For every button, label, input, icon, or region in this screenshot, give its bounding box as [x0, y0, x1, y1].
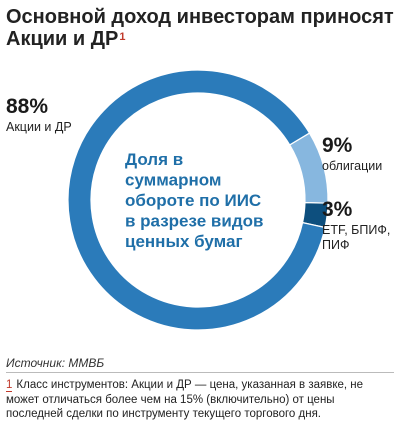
footnote-marker: 1 — [119, 31, 126, 43]
source-note: Источник: ММВБ — [6, 356, 105, 370]
slice-category-label: ETF, БПИФ, — [322, 223, 390, 237]
donut-slice-0 — [67, 69, 326, 331]
slice-category-label: Акции и ДР — [6, 120, 72, 134]
center-caption-line: обороте по ИИС — [125, 191, 261, 210]
donut-chart: 88% Акции и ДР 9% облигации 3% ETF, БПИФ,ПИФ Д… — [6, 69, 390, 331]
footnote: 1 Класс инструментов: Акции и ДР — цена, … — [6, 378, 392, 422]
center-caption-line: Доля в — [125, 150, 183, 169]
slice-value-label: 88% — [6, 95, 48, 118]
center-caption-line: в разрезе видов — [125, 212, 263, 231]
slice-value-label: 9% — [322, 134, 353, 157]
slice-value-label: 3% — [322, 198, 353, 221]
slice-category-label: ПИФ — [322, 238, 349, 252]
chart-title: Основной доход инвесторам приносят Акции… — [6, 6, 394, 50]
footnote-text: Класс инструментов: Акции и ДР — цена, у… — [6, 379, 364, 420]
divider — [6, 372, 394, 373]
slice-category-label: облигации — [322, 159, 382, 173]
center-caption-line: ценных бумаг — [125, 232, 243, 251]
center-caption-line: суммарном — [125, 171, 221, 190]
footnote-number: 1 — [6, 379, 13, 392]
